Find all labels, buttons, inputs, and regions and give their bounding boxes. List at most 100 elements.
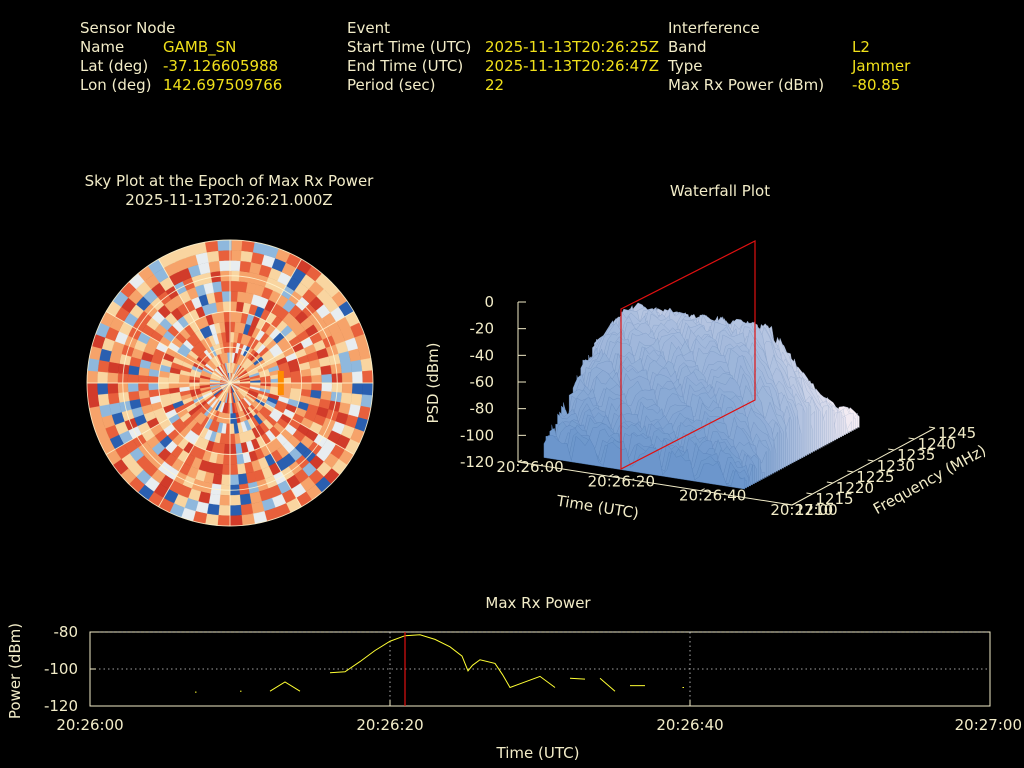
- sky-cell: [229, 382, 233, 394]
- waterfall-slice: [634, 344, 837, 441]
- sky-cell: [211, 473, 223, 485]
- sky-cell: [187, 349, 200, 360]
- sky-cell: [245, 347, 254, 359]
- sky-cell: [263, 353, 275, 364]
- sky-cell: [249, 262, 264, 275]
- sky-cell: [188, 444, 200, 458]
- sky-cell: [193, 435, 205, 449]
- sky-cell: [180, 364, 192, 373]
- sky-cell: [281, 440, 296, 455]
- max-power-x-tick-label: 20:26:20: [356, 716, 423, 734]
- sky-cell: [310, 389, 322, 401]
- sky-cell: [279, 341, 293, 354]
- sky-cell: [224, 352, 229, 364]
- waterfall-time-tick-label: 20:27:00: [770, 501, 837, 519]
- start-time-value: 2025-11-13T20:26:25Z: [485, 38, 659, 56]
- sky-cell: [169, 444, 184, 459]
- sky-cell: [215, 367, 224, 376]
- sky-cell: [149, 454, 165, 470]
- sky-cell: [247, 391, 258, 399]
- sky-cell: [236, 291, 248, 303]
- sky-cell: [231, 402, 236, 414]
- waterfall-slice: [642, 361, 844, 437]
- sky-cell: [165, 284, 181, 300]
- sky-cell: [196, 491, 211, 504]
- sky-cell: [229, 382, 241, 386]
- sky-cell: [219, 382, 231, 387]
- waterfall-slice: [545, 431, 748, 489]
- max-power-line: [599, 677, 616, 692]
- sky-cell: [242, 409, 251, 421]
- sky-cell: [179, 507, 196, 522]
- sky-cell: [226, 362, 230, 374]
- sky-cell: [246, 429, 257, 441]
- sky-cell: [217, 311, 226, 323]
- sky-cell: [185, 353, 197, 363]
- sky-cell: [273, 503, 291, 519]
- sky-cell: [197, 459, 210, 472]
- sky-cell: [273, 332, 286, 345]
- sky-cell: [293, 468, 309, 485]
- sky-cell: [159, 276, 176, 292]
- sky-cell: [344, 438, 360, 456]
- sky-cell: [280, 488, 297, 505]
- sky-cell: [338, 300, 355, 318]
- sky-cell: [238, 400, 246, 412]
- sky-cell: [135, 280, 153, 297]
- sky-cell: [200, 271, 214, 285]
- sky-cell: [222, 301, 231, 312]
- sky-cell: [239, 384, 251, 389]
- sky-cell: [248, 389, 259, 397]
- sky-cell: [234, 321, 242, 333]
- sky-cell: [360, 357, 373, 373]
- sky-cell: [254, 398, 266, 407]
- sky-cell: [313, 339, 327, 353]
- sky-cell: [360, 394, 373, 410]
- sky-cell: [176, 407, 189, 419]
- sky-cell: [288, 290, 304, 306]
- sky-ring: [158, 311, 302, 455]
- sky-cell: [217, 494, 231, 506]
- sky-cell: [270, 437, 283, 451]
- sky-cell: [210, 385, 221, 391]
- sky-cell: [268, 426, 281, 439]
- waterfall-slice: [586, 329, 788, 467]
- sky-ring: [193, 346, 267, 420]
- sky-cell: [315, 304, 332, 320]
- sky-cell: [199, 315, 210, 328]
- sky-cell: [200, 416, 210, 428]
- waterfall-slice: [601, 308, 804, 458]
- sky-cell: [259, 432, 272, 446]
- sky-cell: [329, 444, 346, 461]
- waterfall-slice: [644, 361, 846, 436]
- sky-cell: [221, 382, 231, 390]
- sky-cell: [239, 386, 250, 393]
- sky-cell: [139, 396, 152, 407]
- waterfall-z-tick-label: -120: [460, 453, 494, 471]
- sky-cell: [229, 381, 241, 384]
- sky-cell: [248, 388, 260, 394]
- sky-cell: [239, 374, 250, 380]
- sky-cell: [163, 261, 180, 278]
- sky-cell: [229, 373, 235, 384]
- waterfall-slice: [598, 308, 800, 461]
- max-power-grid: [90, 631, 990, 706]
- sky-cell: [229, 376, 240, 384]
- sky-cell: [202, 471, 215, 484]
- sky-cell: [255, 411, 267, 423]
- sky-cell: [198, 438, 210, 451]
- sky-cell: [215, 389, 224, 399]
- sky-cell: [262, 507, 280, 522]
- sky-cell: [162, 488, 179, 504]
- sky-cell: [97, 392, 110, 407]
- sky-cell: [238, 322, 247, 334]
- sky-cell: [239, 383, 251, 387]
- sky-cell: [213, 322, 222, 334]
- sky-cell: [290, 382, 302, 391]
- sky-cell: [253, 400, 264, 410]
- sky-cell: [223, 311, 231, 323]
- sky-cell: [237, 388, 247, 397]
- sky-cell: [357, 405, 372, 422]
- sky-cell: [101, 336, 116, 352]
- sky-cell: [246, 365, 257, 374]
